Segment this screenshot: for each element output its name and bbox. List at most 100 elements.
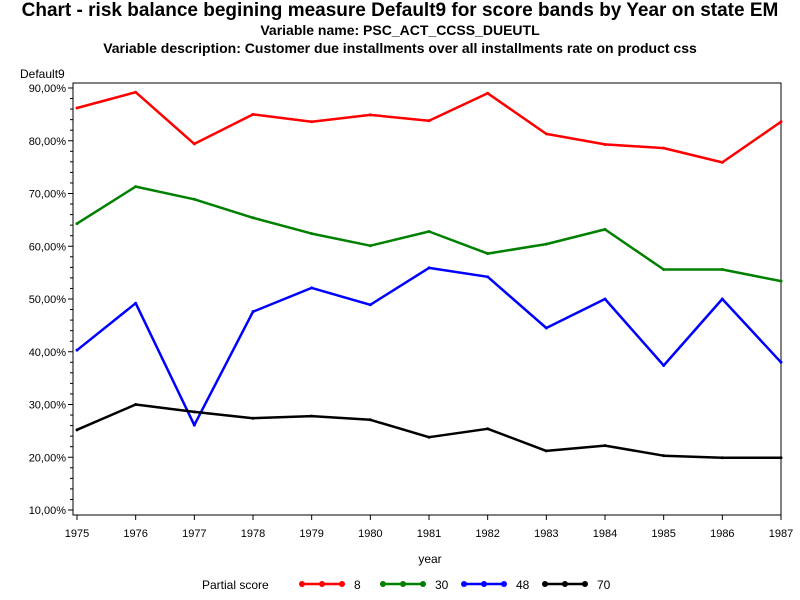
data-point-8 (427, 119, 431, 123)
data-point-70 (603, 444, 607, 448)
x-tick-label: 1975 (65, 528, 89, 540)
data-point-30 (486, 252, 490, 256)
data-point-48 (486, 275, 490, 279)
data-point-70 (251, 416, 255, 420)
legend-marker (420, 581, 426, 587)
y-tick-label: 90,00% (29, 83, 67, 95)
legend-label-8: 8 (354, 578, 361, 592)
legend-title: Partial score (202, 578, 269, 592)
data-point-48 (192, 423, 196, 427)
data-point-30 (779, 279, 783, 283)
data-point-48 (779, 360, 783, 364)
y-axis: 10,00% 20,00% 30,00% 40,00% 50,00% 60,00% 70,0… (29, 83, 73, 517)
data-point-30 (368, 244, 372, 248)
y-tick-label: 70,00% (29, 189, 67, 201)
variable-description: Variable description: Customer due insta… (103, 40, 697, 56)
data-point-48 (427, 266, 431, 270)
data-point-30 (427, 229, 431, 233)
variable-name: Variable name: PSC_ACT_CCSS_DUEUTL (260, 22, 540, 38)
legend-label-70: 70 (597, 578, 611, 592)
data-point-30 (134, 185, 138, 189)
y-tick-label: 40,00% (29, 347, 67, 359)
data-point-30 (192, 197, 196, 201)
legend: Partial score 8 30 48 70 (202, 578, 611, 592)
data-point-48 (310, 286, 314, 290)
data-point-70 (662, 454, 666, 458)
data-point-48 (662, 363, 666, 367)
x-tick-label: 1977 (182, 528, 206, 540)
legend-marker (501, 581, 507, 587)
legend-marker (380, 581, 386, 587)
legend-marker (339, 581, 345, 587)
data-point-8 (310, 120, 314, 124)
data-point-8 (251, 112, 255, 116)
x-tick-label: 1986 (710, 528, 734, 540)
x-tick-label: 1987 (769, 528, 793, 540)
data-point-48 (544, 326, 548, 330)
data-point-30 (75, 222, 79, 226)
data-point-70 (779, 456, 783, 460)
data-point-8 (544, 132, 548, 136)
data-point-70 (427, 435, 431, 439)
x-tick-label: 1981 (417, 528, 441, 540)
y-tick-label: 80,00% (29, 136, 67, 148)
data-point-8 (662, 146, 666, 150)
data-point-30 (251, 216, 255, 220)
legend-marker (319, 581, 325, 587)
data-point-30 (544, 242, 548, 246)
legend-label-30: 30 (435, 578, 449, 592)
legend-marker (542, 581, 548, 587)
y-tick-label: 20,00% (29, 452, 67, 464)
data-point-8 (486, 91, 490, 95)
y-tick-label: 30,00% (29, 400, 67, 412)
legend-marker (481, 581, 487, 587)
x-axis: 1975 1976 1977 1978 1979 1980 1981 1982 1983 1984… (65, 515, 793, 540)
data-point-30 (662, 267, 666, 271)
data-point-70 (134, 403, 138, 406)
series-line-70 (76, 403, 781, 460)
series-line-48 (76, 266, 782, 427)
data-point-70 (720, 456, 724, 460)
legend-marker (582, 581, 588, 587)
data-point-70 (368, 418, 372, 422)
x-tick-label: 1976 (123, 528, 147, 540)
x-tick-label: 1978 (241, 528, 265, 540)
legend-label-48: 48 (516, 578, 530, 592)
legend-marker (299, 581, 305, 587)
x-tick-label: 1979 (299, 528, 323, 540)
data-point-48 (720, 297, 724, 301)
chart-title: Chart - risk balance begining measure De… (21, 0, 779, 21)
x-axis-label: year (418, 552, 441, 566)
data-point-48 (603, 297, 607, 301)
data-point-30 (603, 227, 607, 231)
x-tick-label: 1985 (651, 528, 675, 540)
data-point-8 (75, 106, 79, 110)
data-point-8 (603, 142, 607, 146)
legend-marker (562, 581, 568, 587)
x-tick-label: 1980 (358, 528, 382, 540)
x-tick-label: 1984 (593, 528, 617, 540)
data-point-48 (134, 301, 138, 305)
y-tick-label: 60,00% (29, 241, 67, 253)
data-point-70 (486, 427, 490, 431)
legend-marker (461, 581, 467, 587)
y-axis-label: Default9 (20, 67, 65, 81)
data-point-48 (251, 310, 255, 314)
data-point-70 (192, 410, 196, 414)
data-point-70 (75, 428, 79, 432)
data-point-48 (368, 303, 372, 307)
series-lines (75, 90, 783, 460)
data-point-8 (368, 113, 372, 117)
series-line-8 (76, 90, 782, 164)
data-point-8 (192, 142, 196, 146)
x-tick-label: 1982 (475, 528, 499, 540)
y-tick-label: 10,00% (29, 505, 67, 517)
x-tick-label: 1983 (534, 528, 558, 540)
y-tick-label: 50,00% (29, 294, 67, 306)
data-point-30 (310, 232, 314, 236)
data-point-48 (75, 348, 79, 352)
data-point-8 (720, 160, 724, 164)
data-point-8 (779, 120, 783, 124)
